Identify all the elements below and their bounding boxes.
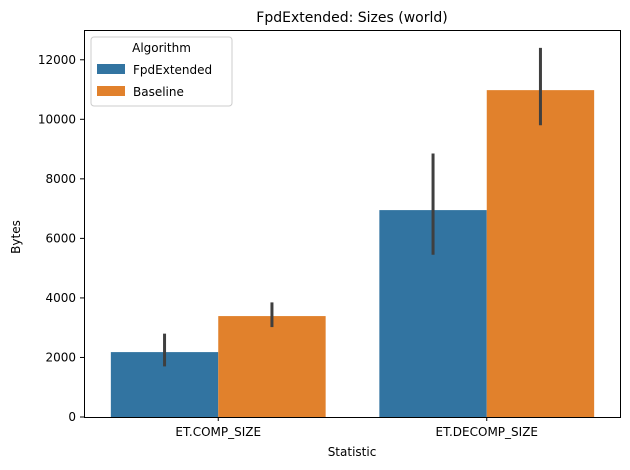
- bar-baseline-1: [486, 90, 595, 417]
- legend-swatch-baseline: [97, 86, 125, 96]
- y-tick-label: 2000: [45, 350, 76, 364]
- legend-box: [90, 36, 233, 107]
- x-tick-label: ET.DECOMP_SIZE: [436, 425, 539, 439]
- y-tick-label: 12000: [38, 53, 76, 67]
- y-tick-label: 6000: [45, 231, 76, 245]
- y-tick-label: 0: [68, 410, 76, 424]
- legend-title: Algorithm: [132, 41, 191, 55]
- plot-area: 0 2000 4000 6000 8000 10000 12000 ET.COMP_SIZE E…: [38, 30, 621, 439]
- legend: Algorithm FpdExtended Baseline: [90, 36, 233, 107]
- bar-baseline-0: [218, 316, 326, 417]
- y-axis-title: Bytes: [9, 220, 23, 254]
- y-tick-label: 10000: [38, 112, 76, 126]
- x-axis-title: Statistic: [328, 445, 377, 459]
- chart-title: FpdExtended: Sizes (world): [256, 10, 447, 26]
- y-tick-label: 8000: [45, 172, 76, 186]
- legend-swatch-fpdextended: [97, 64, 125, 74]
- legend-label-baseline: Baseline: [133, 85, 184, 99]
- x-tick-label: ET.COMP_SIZE: [175, 425, 261, 439]
- y-tick-label: 4000: [45, 291, 76, 305]
- legend-label-fpdextended: FpdExtended: [133, 63, 212, 77]
